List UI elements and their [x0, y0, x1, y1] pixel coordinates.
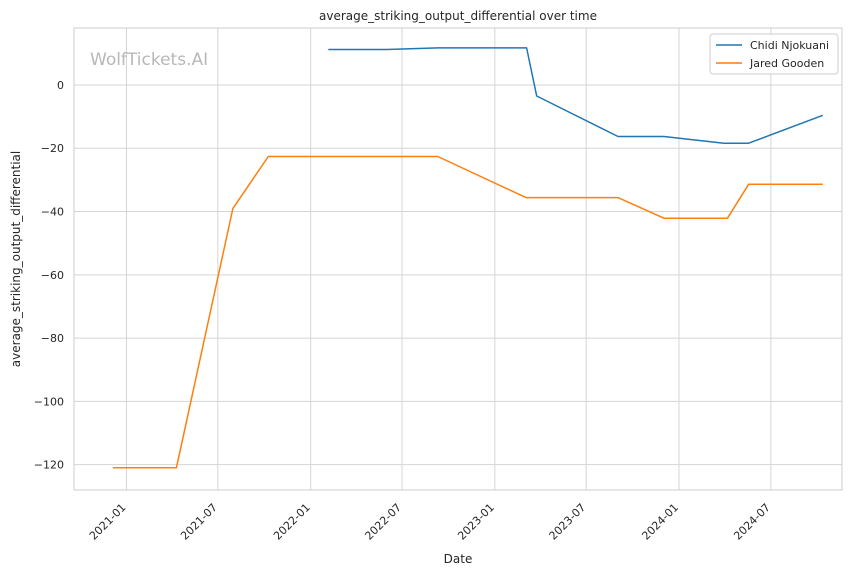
y-tick-label: −120 — [34, 459, 64, 472]
gridlines — [74, 28, 842, 490]
legend: Chidi Njokuani Jared Gooden — [709, 33, 839, 75]
plot-frame — [73, 27, 843, 491]
y-axis-title: average_striking_output_differential — [9, 151, 23, 367]
legend-box — [709, 33, 839, 75]
series-line-chidi-njokuani — [328, 47, 824, 144]
x-axis-title: Date — [444, 552, 473, 566]
watermark: WolfTickets.AI — [90, 50, 208, 70]
series-line-jared-gooden — [112, 155, 823, 469]
y-tick-label: −20 — [41, 142, 64, 155]
y-tick-label: −60 — [41, 269, 64, 282]
y-axis-ticks: 0 −20 −40 −60 −80 −100 −120 — [34, 79, 64, 472]
legend-label: Chidi Njokuani — [750, 39, 829, 52]
y-tick-label: −100 — [34, 395, 64, 408]
chart-title: average_striking_output_differential ove… — [319, 9, 597, 23]
y-tick-label: −80 — [41, 332, 64, 345]
series-layer — [112, 47, 824, 469]
legend-label: Jared Gooden — [749, 57, 824, 70]
y-tick-label: 0 — [57, 79, 64, 92]
y-tick-label: −40 — [41, 206, 64, 219]
